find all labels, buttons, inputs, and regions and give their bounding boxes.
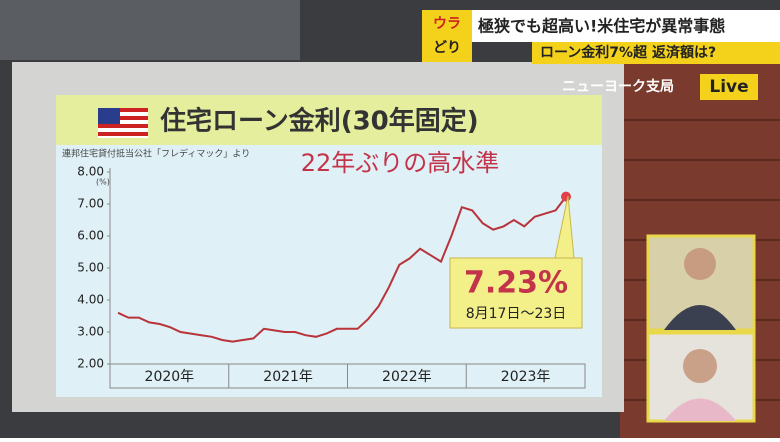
y-tick-label: 4.00 [77,293,104,307]
us-flag [98,108,148,138]
headline: 極狭でも超高い!米住宅が異常事態 [477,17,725,36]
subheadline-bar [532,42,780,64]
x-tick-label: 2020年 [145,369,195,385]
x-tick-label: 2023年 [501,369,551,385]
location: ニューヨーク支局 [562,78,674,95]
source: 連邦住宅貸付抵当公社「フレディマック」より [62,148,250,160]
ceiling [0,0,300,60]
anchor-body [664,305,736,330]
anchor-head [684,248,716,280]
callout-period: 8月17日～23日 [466,306,567,322]
latest-point [561,191,571,202]
y-tick-label: 5.00 [77,261,104,275]
live-badge [700,74,758,100]
y-unit: (%) [96,178,110,187]
logo-bottom: どり [433,40,461,56]
x-tick-label: 2021年 [263,369,313,385]
logo [422,10,472,62]
x-tick-label: 2022年 [382,369,432,385]
callout-box [449,257,583,329]
live-label: Live [709,77,748,97]
callout-pointer [554,195,575,259]
callout-value: 7.23% [464,266,568,301]
annotation: 22年ぶりの高水準 [301,149,500,177]
y-tick-label: 7.00 [77,197,104,211]
headline-bar [422,10,780,42]
y-tick-label: 6.00 [77,229,104,243]
plot: 2.00 3.00 4.00 5.00 6.00 7.00 8.00 2020年 2021年 20… [77,165,586,389]
y-tick-label: 8.00 [77,165,104,179]
logo-top: ウラ [433,16,461,32]
y-tick-label: 3.00 [77,325,104,339]
chart-panel [56,95,602,397]
subheadline: ローン金利7%超 返済額は? [540,44,716,61]
y-tick-label: 2.00 [77,357,104,371]
rate-line [117,195,567,343]
chart-title: 住宅ローン金利(30年固定) [160,106,479,137]
guest-head [683,349,717,383]
guest-body [664,398,736,421]
